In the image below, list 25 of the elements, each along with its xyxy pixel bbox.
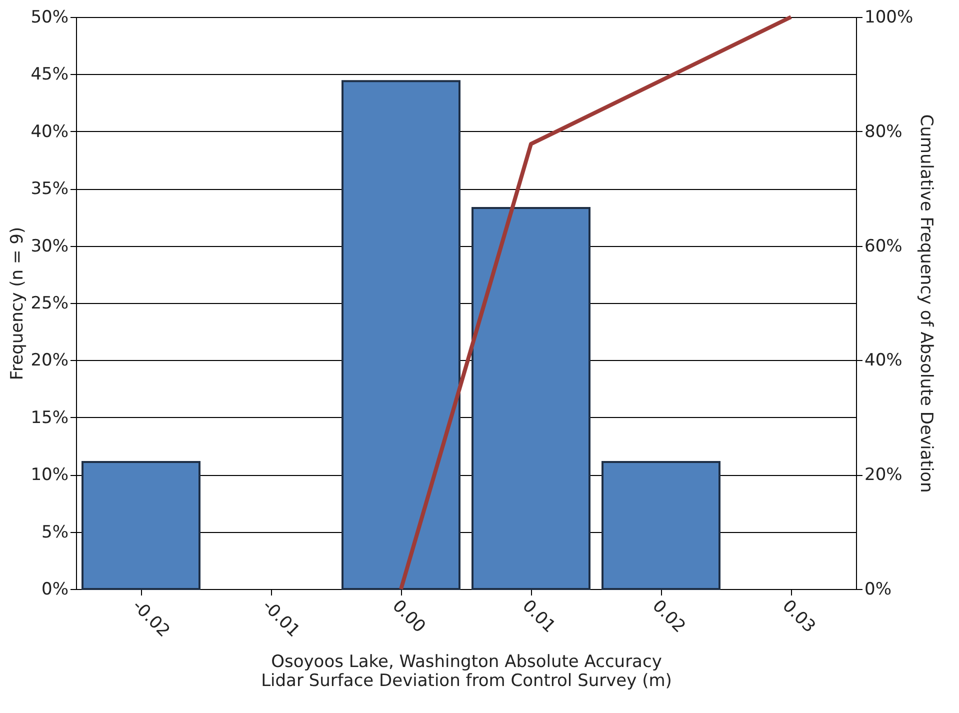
y2-tick-label: 80%	[864, 122, 902, 142]
y2-tick-label: 40%	[864, 350, 902, 371]
y2-tick-label: 60%	[864, 236, 902, 256]
y2-tick-label: 0%	[864, 580, 892, 600]
y-tick-label: 40%	[30, 122, 68, 142]
y-tick-label: 15%	[30, 408, 68, 428]
y-tick-label: 25%	[30, 294, 68, 314]
y2-axis-title: Cumulative Frequency of Absolute Deviation	[916, 114, 936, 493]
y-axis-title: Frequency (n = 9)	[8, 226, 28, 380]
y2-tick-label: 100%	[864, 8, 914, 28]
bar	[472, 207, 590, 590]
y-tick-label: 50%	[30, 8, 68, 28]
line-series	[399, 15, 793, 591]
y-tick-label: 35%	[30, 179, 68, 200]
y-tick-label: 0%	[42, 580, 68, 600]
y-tick-label: 45%	[30, 64, 68, 85]
y-tick-label: 10%	[30, 465, 68, 486]
y-tick-label: 5%	[42, 522, 68, 542]
y2-tick-label: 20%	[864, 465, 902, 486]
y-tick-label: 30%	[30, 236, 68, 256]
bar	[82, 461, 200, 590]
bar	[602, 461, 720, 590]
bar	[342, 80, 460, 590]
x-axis-title: Osoyoos Lake, Washington Absolute Accuracy Lidar Surface Deviation from Control Survey (m)	[261, 652, 672, 691]
y-tick-label: 20%	[30, 350, 68, 371]
